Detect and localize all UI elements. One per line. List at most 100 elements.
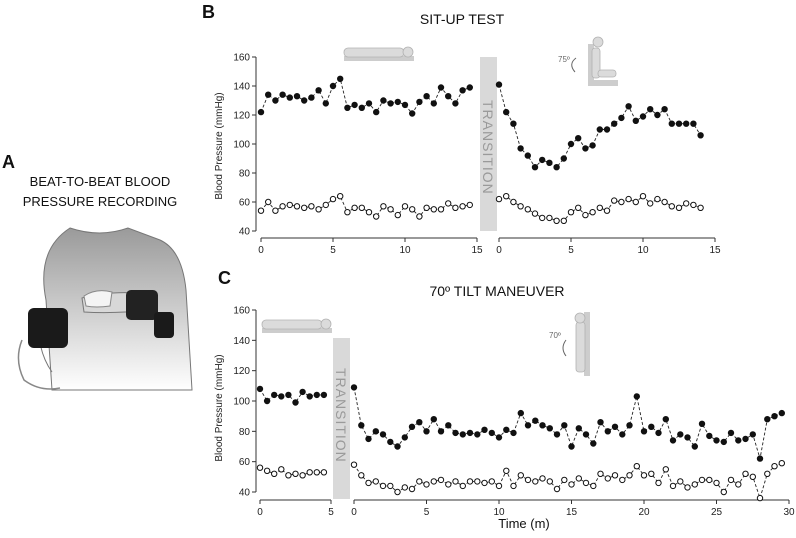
systolic-point <box>771 413 778 420</box>
diastolic-point <box>299 472 306 479</box>
systolic-series-line <box>353 387 782 459</box>
diastolic-point <box>313 469 320 476</box>
systolic-point <box>408 423 416 430</box>
x-tick-label: 10 <box>493 507 505 518</box>
x-tick-label: 15 <box>566 507 578 518</box>
diastolic-point <box>459 482 466 490</box>
diastolic-point <box>256 464 264 471</box>
diastolic-point <box>292 470 299 477</box>
systolic-point <box>582 145 589 152</box>
diastolic-point <box>452 478 459 485</box>
diastolic-point <box>358 204 365 212</box>
systolic-point <box>603 126 611 133</box>
systolic-point <box>567 140 575 148</box>
systolic-point <box>445 422 452 429</box>
diastolic-point <box>553 485 561 493</box>
diastolic-point <box>640 472 648 479</box>
diastolic-point <box>720 488 727 496</box>
systolic-point <box>351 101 358 109</box>
systolic-point <box>365 435 372 443</box>
diastolic-point <box>655 479 662 487</box>
systolic-point <box>764 416 771 423</box>
diastolic-point <box>466 478 474 485</box>
systolic-point <box>517 145 524 152</box>
systolic-point <box>684 434 691 441</box>
systolic-point <box>263 397 271 405</box>
systolic-point <box>495 81 503 88</box>
diastolic-point <box>437 206 445 213</box>
systolic-point <box>387 438 394 446</box>
systolic-point <box>590 440 597 447</box>
panel-c: C 70º TILT MANEUVER Blood Pressure (mmHg… <box>214 268 795 531</box>
systolic-point <box>690 120 697 127</box>
diastolic-point <box>618 198 625 206</box>
diastolic-point <box>301 204 308 212</box>
diastolic-point <box>510 198 517 206</box>
diastolic-point <box>611 472 619 479</box>
systolic-point <box>691 443 698 450</box>
diastolic-point <box>351 204 358 212</box>
diastolic-point <box>675 204 683 212</box>
systolic-point <box>626 422 633 429</box>
systolic-point <box>279 91 286 98</box>
systolic-point <box>337 75 344 83</box>
systolic-point <box>639 113 647 120</box>
systolic-point <box>683 120 690 127</box>
diastolic-point <box>373 213 380 220</box>
diastolic-point <box>423 204 430 212</box>
diastolic-point <box>661 198 668 206</box>
systolic-point <box>459 431 466 438</box>
y-tick-label: 140 <box>233 82 250 93</box>
diastolic-point <box>423 481 430 488</box>
diastolic-point <box>639 193 647 200</box>
wrist-device <box>126 290 158 320</box>
systolic-point <box>778 409 785 417</box>
diastolic-point <box>632 198 639 206</box>
systolic-point <box>437 84 445 91</box>
diastolic-point <box>568 481 575 488</box>
diastolic-point <box>272 207 279 214</box>
diastolic-point <box>495 482 503 490</box>
diastolic-point <box>531 210 539 217</box>
systolic-point <box>285 391 292 399</box>
systolic-point <box>735 437 742 444</box>
systolic-point <box>611 423 619 430</box>
systolic-point <box>553 431 561 438</box>
x-tick-label: 5 <box>328 507 334 518</box>
systolic-point <box>654 111 661 119</box>
diastolic-point <box>510 482 517 490</box>
upper-arm-cuff <box>28 308 68 348</box>
diastolic-point <box>278 466 285 473</box>
systolic-point <box>611 120 618 127</box>
systolic-point <box>416 98 423 106</box>
systolic-point <box>466 429 474 437</box>
y-tick-label: 160 <box>233 306 250 317</box>
systolic-point <box>372 428 379 435</box>
x-tick-label: 25 <box>711 507 723 518</box>
x-tick-label: 30 <box>783 507 795 518</box>
diastolic-point <box>735 481 742 488</box>
diastolic-point <box>285 472 292 479</box>
diastolic-point <box>764 470 771 477</box>
systolic-point <box>720 438 727 446</box>
systolic-point <box>655 429 662 437</box>
x-tick-label: 0 <box>351 507 357 518</box>
diastolic-point <box>372 478 379 485</box>
systolic-point <box>452 429 459 437</box>
systolic-point <box>619 431 626 438</box>
panel-b-tilt-angle: 75º <box>558 55 570 64</box>
y-tick-label: 40 <box>239 488 251 499</box>
diastolic-point <box>517 472 524 479</box>
diastolic-point <box>546 478 553 485</box>
systolic-point <box>510 429 517 437</box>
diastolic-point <box>279 203 286 210</box>
systolic-point <box>430 100 437 107</box>
diastolic-point <box>683 200 690 207</box>
diastolic-point <box>466 201 473 209</box>
systolic-point <box>286 94 293 101</box>
diastolic-point <box>387 206 394 213</box>
diastolic-point <box>416 478 423 485</box>
panel-c-transition-band <box>333 338 350 499</box>
panel-b: B SIT-UP TEST Blood Pressure (mmHg) TRAN… <box>202 2 721 256</box>
y-tick-label: 120 <box>233 111 250 122</box>
